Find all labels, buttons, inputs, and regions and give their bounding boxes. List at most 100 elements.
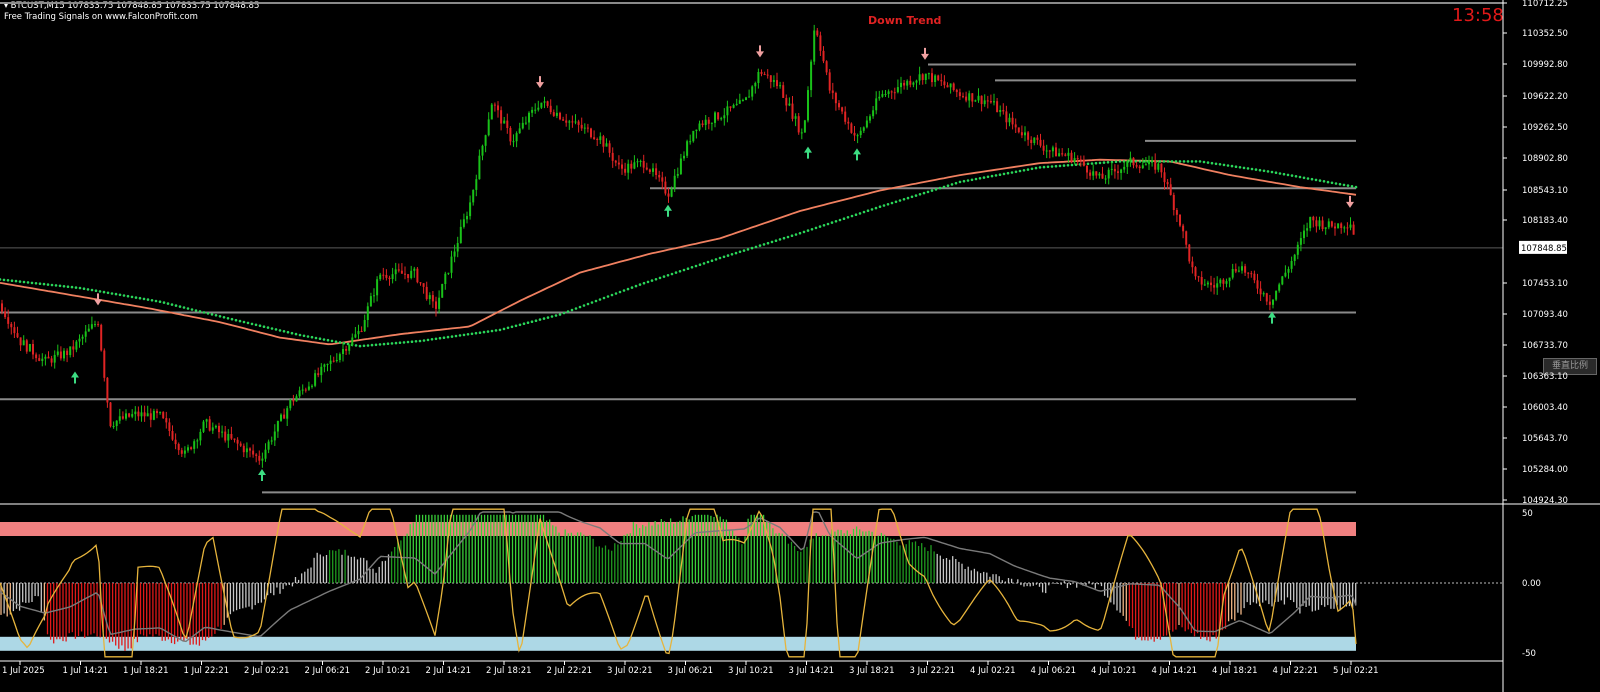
dotted-moving-average-point	[610, 293, 614, 297]
candle-body	[431, 295, 434, 302]
candle-body	[25, 340, 28, 352]
dotted-moving-average-point	[682, 268, 686, 272]
dotted-moving-average-point	[418, 339, 422, 343]
dotted-moving-average-point	[1242, 166, 1246, 170]
candle-body	[989, 101, 992, 103]
candle-body	[1203, 284, 1206, 286]
candle-body	[844, 111, 847, 122]
candle-body	[993, 101, 995, 103]
dotted-moving-average-point	[202, 311, 206, 314]
dotted-moving-average-point	[402, 341, 406, 344]
dotted-moving-average-point	[586, 302, 590, 306]
candle-body	[999, 110, 1002, 112]
dotted-moving-average-point	[926, 190, 930, 194]
dotted-moving-average-point	[922, 191, 926, 195]
candle-body	[704, 119, 707, 125]
candle-body	[1256, 280, 1259, 289]
dotted-moving-average-point	[138, 296, 142, 300]
dotted-moving-average-point	[170, 303, 174, 306]
candle-body	[137, 411, 140, 417]
candle-body	[298, 390, 301, 397]
trend-label: Down Trend	[868, 14, 942, 27]
dotted-moving-average-point	[1326, 180, 1330, 184]
dotted-moving-average-point	[714, 258, 718, 261]
candle-body	[509, 128, 512, 142]
dotted-moving-average-point	[1054, 164, 1058, 168]
candle-body	[630, 163, 633, 169]
candle-body	[1278, 284, 1281, 291]
candle-body	[276, 420, 279, 432]
candle-body	[819, 35, 822, 51]
candle-body	[782, 85, 785, 98]
price-tick-label: 109992.80	[1522, 60, 1568, 70]
dotted-moving-average-point	[146, 298, 150, 301]
dotted-moving-average-point	[870, 208, 874, 211]
candle-body	[1219, 279, 1222, 284]
candle-body	[952, 83, 955, 90]
dotted-moving-average-point	[1302, 176, 1306, 180]
time-tick-label: 2 Jul 02:21	[244, 666, 290, 676]
dotted-moving-average-point	[154, 299, 158, 303]
candle-body	[652, 168, 654, 172]
dotted-moving-average-point	[578, 305, 582, 309]
candle-body	[394, 269, 397, 275]
candle-body	[413, 268, 416, 271]
dotted-moving-average-point	[198, 310, 202, 313]
price-levels	[0, 2, 1503, 494]
candle-body	[906, 80, 909, 86]
candle-body	[1079, 159, 1082, 161]
dotted-moving-average-point	[1254, 168, 1258, 171]
dotted-moving-average-point	[62, 285, 66, 288]
candle-body	[149, 413, 152, 420]
vertical-scale-button[interactable]: 垂直比例	[1543, 358, 1597, 375]
dotted-moving-average-point	[1338, 182, 1342, 186]
arrow-down-icon	[756, 45, 764, 58]
candle-body	[202, 421, 205, 432]
dotted-moving-average-point	[254, 323, 258, 327]
dotted-moving-average-point	[442, 336, 446, 340]
candle-body	[946, 85, 949, 88]
dotted-moving-average-point	[742, 249, 746, 252]
collapse-triangle-icon[interactable]: ▾	[4, 1, 11, 10]
dotted-moving-average-point	[582, 304, 586, 307]
dotted-moving-average-point	[1050, 165, 1054, 168]
indicator-tick-label: -50	[1522, 649, 1536, 659]
dotted-moving-average-point	[426, 338, 430, 342]
dotted-moving-average-point	[46, 283, 50, 286]
candle-body	[1030, 139, 1033, 143]
candle-body	[518, 128, 521, 134]
candle-body	[221, 431, 224, 433]
candle-body	[751, 86, 754, 97]
candle-body	[72, 346, 75, 350]
candle-body	[1148, 160, 1150, 165]
dotted-moving-average-point	[398, 341, 402, 345]
dotted-moving-average-point	[1094, 161, 1098, 165]
dotted-moving-average-point	[994, 174, 998, 177]
dotted-moving-average-point	[1034, 166, 1038, 170]
dotted-moving-average-point	[178, 305, 182, 308]
candle-body	[438, 297, 441, 309]
candle-body	[1120, 169, 1123, 173]
dotted-moving-average-point	[694, 264, 698, 268]
dotted-moving-average-point	[686, 267, 690, 271]
candle-body	[351, 337, 354, 345]
candle-body	[1188, 244, 1191, 262]
candle-body	[190, 447, 193, 449]
candle-body	[332, 360, 335, 362]
dotted-moving-average-point	[262, 325, 266, 329]
candle-body	[850, 123, 853, 133]
dotted-moving-average-point	[166, 302, 170, 305]
candle-body	[425, 286, 428, 300]
overbought-zone	[0, 522, 1356, 536]
candle-body	[692, 130, 695, 142]
candle-body	[469, 202, 472, 217]
candle-body	[549, 105, 552, 113]
dotted-moving-average-point	[278, 329, 282, 332]
candle-body	[1330, 221, 1333, 227]
candle-body	[816, 30, 819, 36]
candle-body	[1303, 230, 1305, 239]
candle-body	[912, 82, 915, 85]
dotted-moving-average-point	[930, 189, 934, 192]
candle-body	[1064, 154, 1067, 156]
